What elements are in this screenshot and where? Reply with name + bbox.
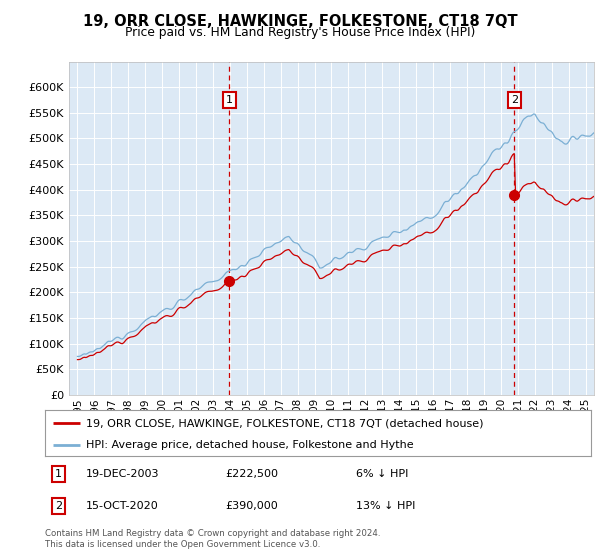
- Text: Price paid vs. HM Land Registry's House Price Index (HPI): Price paid vs. HM Land Registry's House …: [125, 26, 475, 39]
- Text: 19, ORR CLOSE, HAWKINGE, FOLKESTONE, CT18 7QT: 19, ORR CLOSE, HAWKINGE, FOLKESTONE, CT1…: [83, 14, 517, 29]
- Text: 1: 1: [226, 95, 233, 105]
- Text: £222,500: £222,500: [225, 469, 278, 479]
- Text: 6% ↓ HPI: 6% ↓ HPI: [356, 469, 409, 479]
- Text: 2: 2: [55, 501, 62, 511]
- Text: 15-OCT-2020: 15-OCT-2020: [86, 501, 158, 511]
- Text: £390,000: £390,000: [225, 501, 278, 511]
- Text: 19-DEC-2003: 19-DEC-2003: [86, 469, 160, 479]
- Text: HPI: Average price, detached house, Folkestone and Hythe: HPI: Average price, detached house, Folk…: [86, 440, 413, 450]
- Text: Contains HM Land Registry data © Crown copyright and database right 2024.
This d: Contains HM Land Registry data © Crown c…: [45, 529, 380, 549]
- Text: 13% ↓ HPI: 13% ↓ HPI: [356, 501, 416, 511]
- Text: 2: 2: [511, 95, 518, 105]
- Text: 1: 1: [55, 469, 62, 479]
- Text: 19, ORR CLOSE, HAWKINGE, FOLKESTONE, CT18 7QT (detached house): 19, ORR CLOSE, HAWKINGE, FOLKESTONE, CT1…: [86, 418, 484, 428]
